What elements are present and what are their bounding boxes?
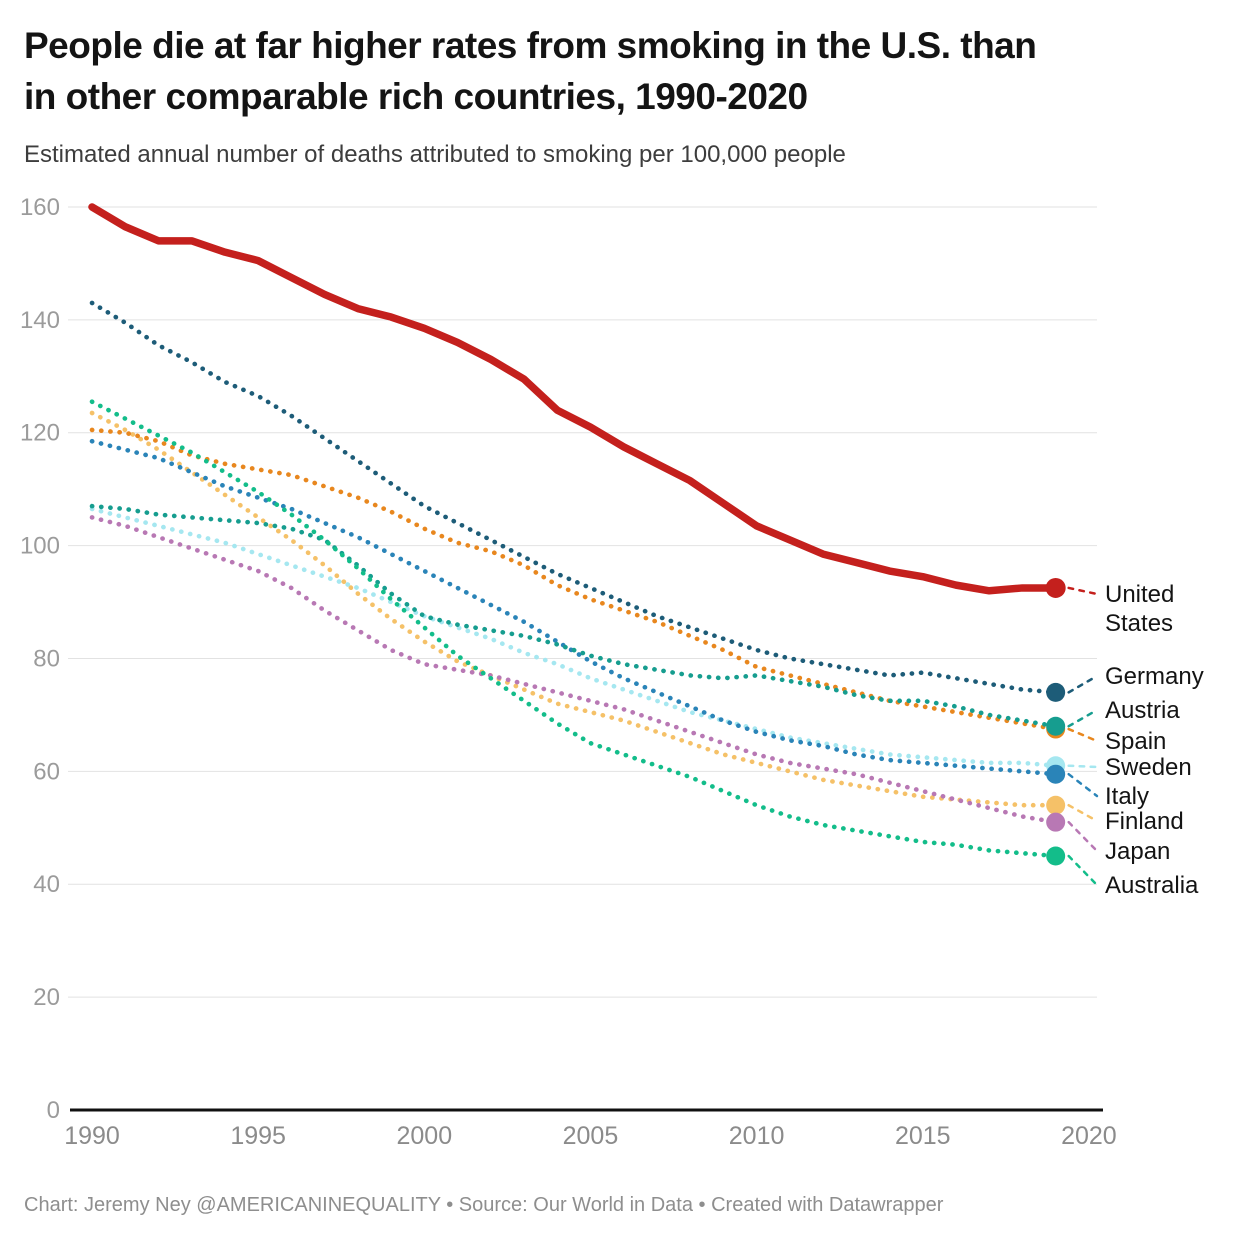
series-label-australia: Australia	[1105, 872, 1199, 899]
leader-line-spain	[1067, 727, 1099, 743]
endpoint-marker-germany	[1046, 682, 1066, 702]
endpoint-marker-united-states	[1045, 577, 1066, 598]
x-tick-label: 1995	[230, 1122, 286, 1150]
endpoint-marker-finland	[1046, 795, 1066, 815]
y-tick-label: 80	[33, 645, 60, 672]
series-label-italy: Italy	[1105, 783, 1149, 810]
series-label-japan: Japan	[1105, 838, 1170, 865]
chart-title-line-1: People die at far higher rates from smok…	[24, 25, 1037, 66]
series-label-spain: Spain	[1105, 728, 1166, 755]
series-line-spain	[89, 427, 1058, 732]
leader-line-sweden	[1067, 764, 1099, 769]
series-line-united-states	[88, 203, 1060, 595]
series-line-austria	[89, 503, 1058, 729]
series-label-united-states: United States	[1105, 581, 1174, 637]
leader-line-united-states	[1067, 586, 1099, 596]
chart-title-line-2: in other comparable rich countries, 1990…	[24, 76, 808, 118]
chart-title: People die at far higher rates from smok…	[24, 20, 1214, 122]
y-tick-label: 0	[47, 1097, 60, 1124]
series-line-australia	[89, 399, 1058, 859]
x-tick-label: 2020	[1061, 1122, 1117, 1150]
endpoint-marker-italy	[1046, 764, 1066, 784]
leader-line-germany	[1067, 674, 1099, 694]
series-line-japan	[89, 515, 1058, 825]
chart-subtitle: Estimated annual number of deaths attrib…	[24, 141, 846, 168]
leader-line-japan	[1067, 820, 1099, 853]
x-tick-label: 2005	[563, 1122, 619, 1150]
series-line-sweden	[89, 506, 1058, 769]
y-tick-label: 60	[33, 758, 60, 785]
leader-line-australia	[1067, 854, 1099, 887]
x-tick-label: 1990	[64, 1122, 120, 1150]
series-label-sweden: Sweden	[1105, 754, 1192, 781]
y-tick-label: 120	[20, 420, 60, 447]
y-tick-label: 40	[33, 871, 60, 898]
x-tick-label: 2010	[729, 1122, 785, 1150]
series-label-germany: Germany	[1105, 663, 1204, 690]
endpoint-marker-austria	[1046, 716, 1066, 736]
series-line-finland	[89, 410, 1058, 808]
y-tick-label: 160	[20, 194, 60, 221]
endpoint-marker-japan	[1046, 812, 1066, 832]
endpoint-marker-australia	[1046, 846, 1066, 866]
x-tick-label: 2000	[396, 1122, 452, 1150]
y-tick-label: 20	[33, 984, 60, 1011]
series-label-austria: Austria	[1105, 697, 1180, 724]
series-line-germany	[89, 300, 1058, 695]
leader-line-finland	[1067, 803, 1099, 823]
leader-line-italy	[1067, 772, 1099, 798]
y-tick-label: 140	[20, 307, 60, 334]
chart-credit: Chart: Jeremy Ney @AMERICANINEQUALITY • …	[24, 1194, 944, 1216]
x-tick-label: 2015	[895, 1122, 951, 1150]
series-line-italy	[89, 438, 1058, 777]
leader-line-austria	[1067, 708, 1099, 728]
series-label-finland: Finland	[1105, 808, 1184, 835]
y-tick-label: 100	[20, 533, 60, 560]
